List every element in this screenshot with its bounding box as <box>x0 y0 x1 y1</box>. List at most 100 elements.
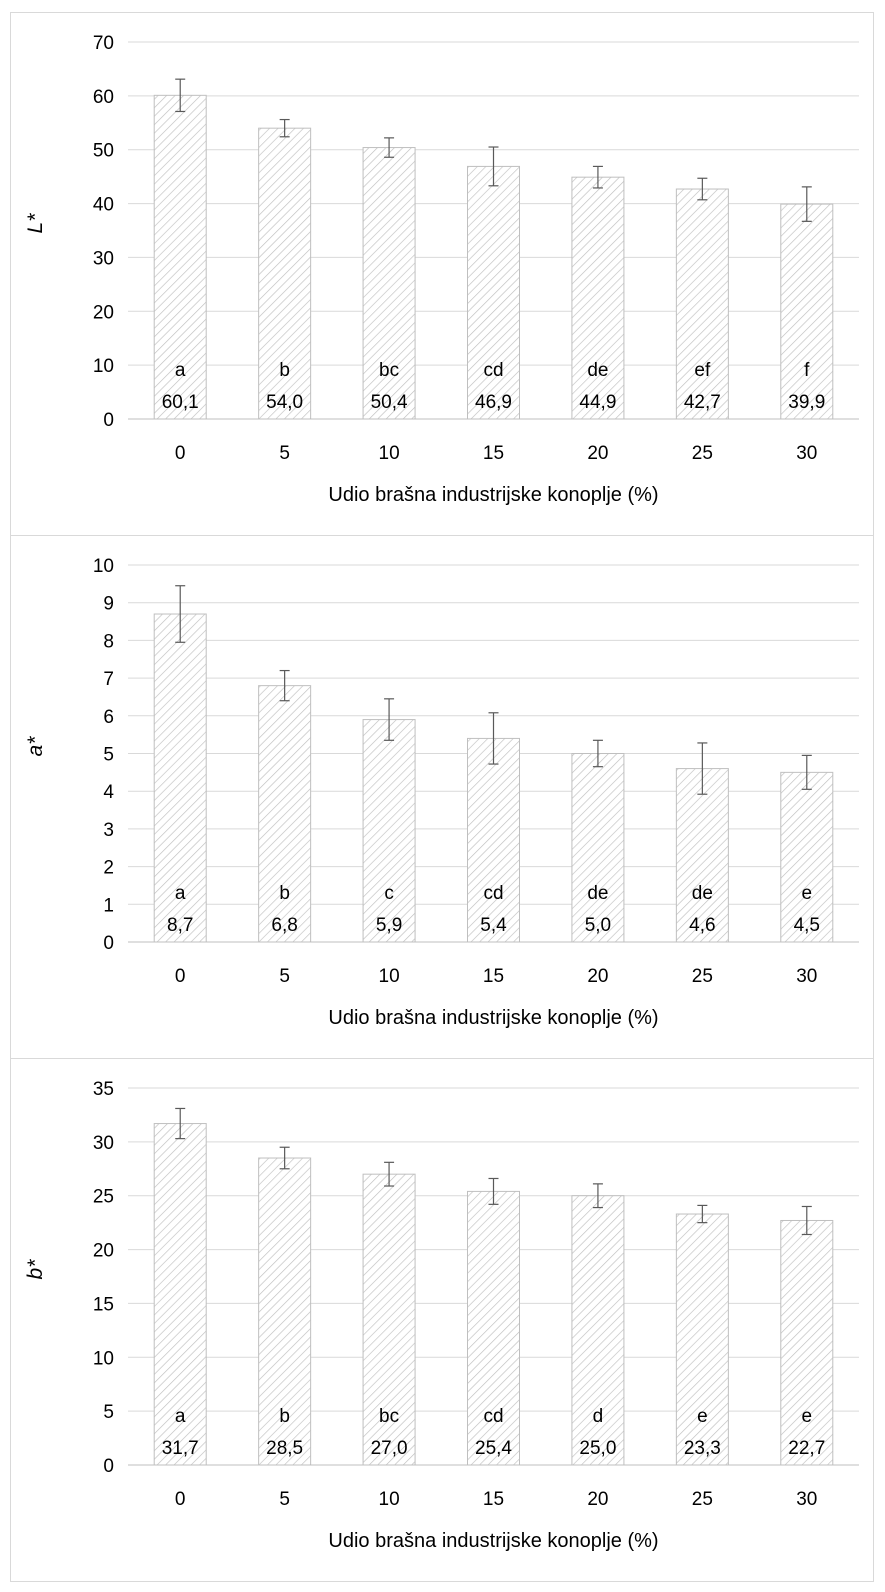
data-label: 22,7 <box>788 1438 825 1459</box>
x-tick-label: 30 <box>796 1489 817 1510</box>
data-label: 5,0 <box>585 915 611 936</box>
y-tick-label: 5 <box>103 1402 114 1423</box>
y-tick-label: 8 <box>103 631 114 652</box>
significance-letter: e <box>801 1406 812 1427</box>
bar <box>675 1213 729 1466</box>
data-label: 46,9 <box>475 392 512 413</box>
data-label: 50,4 <box>371 392 408 413</box>
data-label: 5,4 <box>480 915 507 936</box>
x-tick-label: 5 <box>279 443 290 464</box>
data-label: 39,9 <box>788 392 825 413</box>
x-tick-label: 25 <box>692 443 713 464</box>
x-tick-label: 0 <box>175 1489 186 1510</box>
significance-letter: cd <box>483 1406 503 1427</box>
x-tick-label: 20 <box>587 443 608 464</box>
data-label: 44,9 <box>579 392 616 413</box>
x-tick-label: 25 <box>692 966 713 987</box>
x-tick-label: 5 <box>279 1489 290 1510</box>
significance-letter: ef <box>694 360 711 381</box>
significance-letter: bc <box>379 360 399 381</box>
y-tick-label: 9 <box>103 594 114 615</box>
bar <box>362 1173 416 1466</box>
data-label: 31,7 <box>162 1438 199 1459</box>
significance-letter: b <box>279 1406 290 1427</box>
x-tick-label: 15 <box>483 443 504 464</box>
x-tick-label: 0 <box>175 966 186 987</box>
chart-panel-b-star: 0 5 10 15 20 25 30 35 a 31,7 0 b 28,5 5 bc 27,0 10 cd 25,4… <box>10 1058 874 1582</box>
x-axis-title: Udio brašna industrijske konoplje (%) <box>328 1007 658 1029</box>
significance-letter: e <box>697 1406 708 1427</box>
bar <box>467 1190 520 1466</box>
significance-letter: f <box>804 360 810 381</box>
y-tick-label: 50 <box>93 141 114 162</box>
x-tick-label: 20 <box>587 966 608 987</box>
data-label: 28,5 <box>266 1438 303 1459</box>
y-tick-label: 60 <box>93 87 114 108</box>
x-tick-label: 10 <box>379 443 400 464</box>
significance-letter: cd <box>483 360 503 381</box>
significance-letter: e <box>801 883 812 904</box>
bar <box>571 176 625 420</box>
significance-letter: cd <box>483 883 503 904</box>
bar <box>258 127 312 420</box>
y-tick-label: 4 <box>103 782 114 803</box>
data-label: 6,8 <box>271 915 297 936</box>
data-label: 5,9 <box>376 915 402 936</box>
y-tick-label: 0 <box>103 933 114 954</box>
y-tick-label: 25 <box>93 1187 114 1208</box>
bar <box>258 685 312 943</box>
data-label: 4,6 <box>689 915 715 936</box>
y-tick-label: 70 <box>93 33 114 54</box>
y-tick-label: 15 <box>93 1294 114 1315</box>
bar <box>153 1123 207 1466</box>
y-tick-label: 6 <box>103 707 114 728</box>
chart-a-star: 0 1 2 3 4 5 6 7 8 9 10 a 8,7 0 b 6,8 5 c 5,9 10 cd 5,4 15 de 5,0… <box>24 556 859 1029</box>
y-tick-label: 5 <box>103 745 114 766</box>
x-tick-label: 15 <box>483 1489 504 1510</box>
significance-letter: a <box>175 1406 186 1427</box>
y-tick-label: 3 <box>103 820 114 841</box>
data-label: 25,0 <box>579 1438 616 1459</box>
x-tick-label: 0 <box>175 443 186 464</box>
bar <box>780 1219 834 1466</box>
data-label: 60,1 <box>162 392 199 413</box>
significance-letter: bc <box>379 1406 399 1427</box>
chart-l-star: 0 10 20 30 40 50 60 70 a 60,1 0 b 54,0 5 bc 50,4 10 cd 46,… <box>24 33 859 506</box>
y-tick-label: 0 <box>103 410 114 431</box>
x-tick-label: 30 <box>796 443 817 464</box>
bar <box>467 737 520 943</box>
significance-letter: a <box>175 360 186 381</box>
y-tick-label: 20 <box>93 302 114 323</box>
data-label: 54,0 <box>266 392 303 413</box>
chart-b-star: 0 5 10 15 20 25 30 35 a 31,7 0 b 28,5 5 bc 27,0 10 cd 25,4… <box>24 1079 859 1552</box>
chart-panel-l-star: 0 10 20 30 40 50 60 70 a 60,1 0 b 54,0 5 bc 50,4 10 cd 46,… <box>10 12 874 536</box>
data-label: 23,3 <box>684 1438 721 1459</box>
bar <box>675 188 729 420</box>
significance-letter: de <box>587 360 608 381</box>
bar <box>780 203 834 420</box>
significance-letter: de <box>692 883 713 904</box>
y-axis-title: b* <box>24 1259 47 1280</box>
x-tick-label: 20 <box>587 1489 608 1510</box>
bar <box>467 165 520 420</box>
bar <box>362 719 416 943</box>
significance-letter: a <box>175 883 186 904</box>
x-tick-label: 15 <box>483 966 504 987</box>
bar <box>153 613 207 943</box>
data-label: 42,7 <box>684 392 721 413</box>
y-tick-label: 40 <box>93 195 114 216</box>
x-tick-label: 10 <box>379 1489 400 1510</box>
data-label: 27,0 <box>371 1438 408 1459</box>
y-tick-label: 7 <box>103 669 114 690</box>
y-tick-label: 10 <box>93 356 114 377</box>
y-tick-label: 1 <box>103 895 114 916</box>
significance-letter: b <box>279 883 290 904</box>
x-tick-label: 5 <box>279 966 290 987</box>
y-tick-label: 10 <box>93 556 114 577</box>
y-tick-label: 20 <box>93 1241 114 1262</box>
significance-letter: de <box>587 883 608 904</box>
y-tick-label: 10 <box>93 1348 114 1369</box>
y-tick-label: 0 <box>103 1456 114 1477</box>
x-tick-label: 10 <box>379 966 400 987</box>
chart-panel-a-star: 0 1 2 3 4 5 6 7 8 9 10 a 8,7 0 b 6,8 5 c 5,9 10 cd 5,4 15 de 5,0… <box>10 535 874 1059</box>
